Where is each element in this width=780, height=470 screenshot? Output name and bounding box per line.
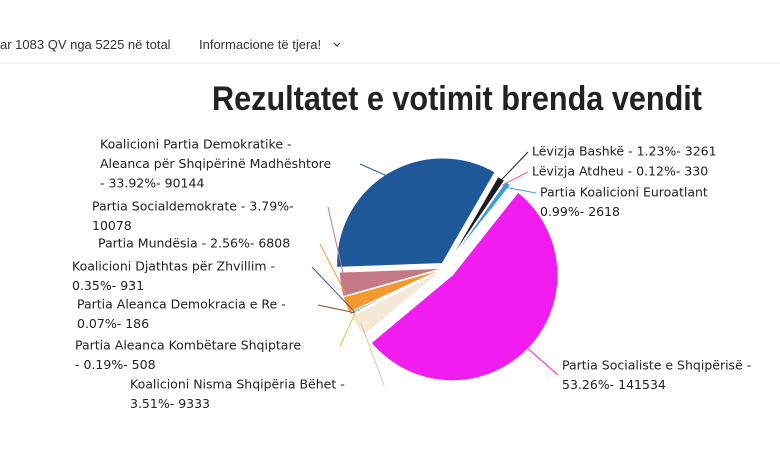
leader-line <box>317 304 355 314</box>
slice-label: 0.35%- 931 <box>72 278 144 293</box>
leader-line <box>319 243 352 304</box>
pie-slice <box>335 157 497 269</box>
slice-label: Partia Koalicioni Euroatlant <box>540 185 708 200</box>
slice-label: Partia Aleanca Demokracia e Re - <box>77 297 286 312</box>
leader-line <box>523 344 559 376</box>
chevron <box>333 42 341 47</box>
pie-slice <box>338 267 446 298</box>
pie <box>335 157 559 382</box>
slice-label: Partia Mundësia - 2.56%- 6808 <box>98 236 290 251</box>
slice-label: Partia Socialdemokrate - 3.79%- <box>92 199 294 214</box>
slice-label: Koalicioni Djathtas për Zhvillim - <box>72 259 275 274</box>
status-text: ar 1083 QV nga 5225 në total <box>0 37 171 52</box>
leader-line <box>327 206 347 284</box>
leader-line <box>360 323 385 386</box>
slice-label: Aleanca për Shqipërinë Madhështore <box>100 156 331 171</box>
slice-label: 3.51%- 9333 <box>130 396 210 411</box>
leader-line <box>311 266 355 312</box>
slice-label: Lëvizja Bashkë - 1.23%- 3261 <box>532 144 717 159</box>
pie-slice <box>444 179 512 269</box>
slice-label: - 33.92%- 90144 <box>100 176 204 191</box>
leader-line <box>339 313 356 347</box>
slice-label: 0.07%- 186 <box>77 316 149 331</box>
slice-label: 0.99%- 2618 <box>540 204 620 219</box>
slice-label: Partia Aleanca Kombëtare Shqiptare <box>75 338 301 353</box>
leader-line <box>498 151 529 184</box>
slice-label: 10078 <box>92 218 132 233</box>
chart-title: Rezultatet e votimit brenda vendit <box>212 80 702 118</box>
slice-label: Koalicioni Partia Demokratike - <box>100 137 292 152</box>
slice-label: Koalicioni Nisma Shqipëria Bëhet - <box>130 377 345 392</box>
leader-line <box>502 171 529 186</box>
leader-line <box>505 186 537 194</box>
slice-label: Lëvizja Atdheu - 0.12%- 330 <box>532 164 708 179</box>
slice-label: - 0.19%- 508 <box>75 357 156 372</box>
slice-label: 53.26%- 141534 <box>562 377 666 392</box>
slice-label: Partia Socialiste e Shqipërisë - <box>562 358 751 373</box>
menu-link[interactable]: Informacione të tjera! <box>199 37 321 52</box>
leader-line <box>359 163 391 178</box>
